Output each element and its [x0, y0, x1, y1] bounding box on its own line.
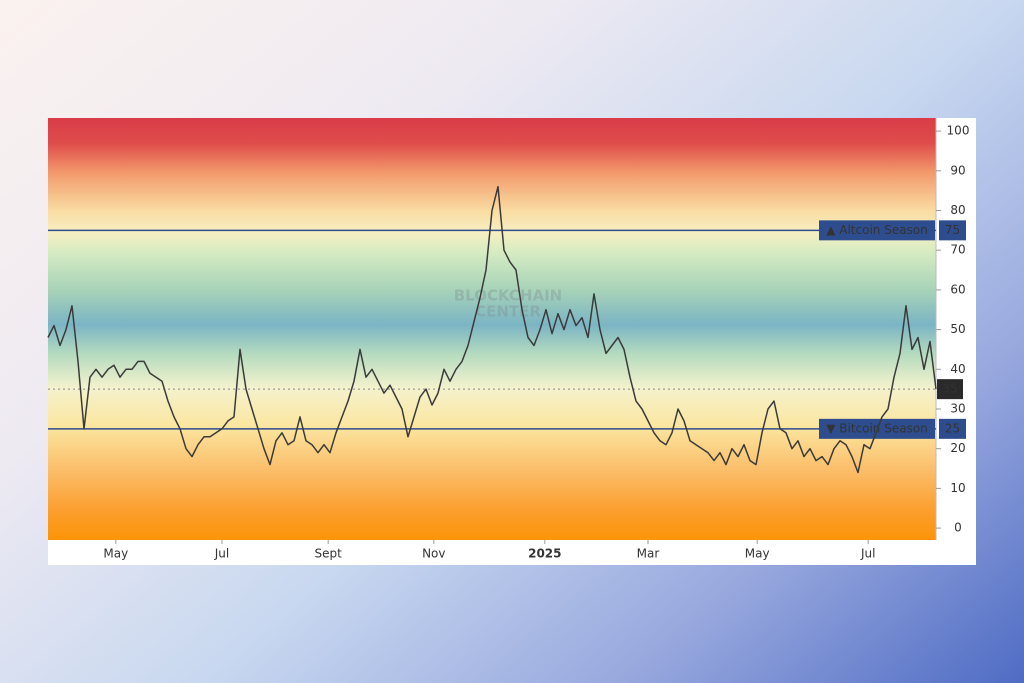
current-value-tag [937, 379, 963, 400]
y-tick-label: 40 [950, 362, 965, 376]
y-tick-label: 50 [950, 322, 965, 336]
chart-layer: BLOCKCHAINCENTER0102030405060708090100Ma… [47, 124, 970, 561]
x-tick-label: May [745, 547, 770, 561]
y-tick-label: 70 [950, 243, 965, 257]
x-tick-label: Nov [422, 547, 445, 561]
x-tick-label: May [103, 547, 128, 561]
y-tick-label: 60 [950, 282, 965, 296]
y-tick-label: 100 [947, 124, 970, 138]
y-tick-label: 0 [954, 521, 962, 535]
x-tick-label: 2025 [528, 547, 561, 561]
reference-value-tag [939, 220, 966, 241]
reference-value-tag [939, 418, 966, 439]
current-value: 35 [942, 382, 957, 396]
index-line [47, 185, 937, 474]
x-tick-label: Sept [315, 547, 343, 561]
y-tick-label: 80 [950, 203, 965, 217]
reference-label: ▲ Altcoin Season [826, 223, 928, 237]
y-tick-label: 20 [950, 441, 965, 455]
y-tick-label: 10 [950, 481, 965, 495]
watermark: CENTER [475, 303, 541, 321]
x-tick-label: Jul [860, 547, 875, 561]
x-tick-label: Mar [637, 547, 660, 561]
y-tick-label: 30 [950, 401, 965, 415]
y-tick-label: 90 [950, 163, 965, 177]
plot-background [48, 118, 936, 540]
reference-value: 75 [945, 223, 960, 237]
reference-tag [819, 220, 935, 241]
reference-value: 25 [945, 421, 960, 435]
x-tick-label: Jul [214, 547, 229, 561]
